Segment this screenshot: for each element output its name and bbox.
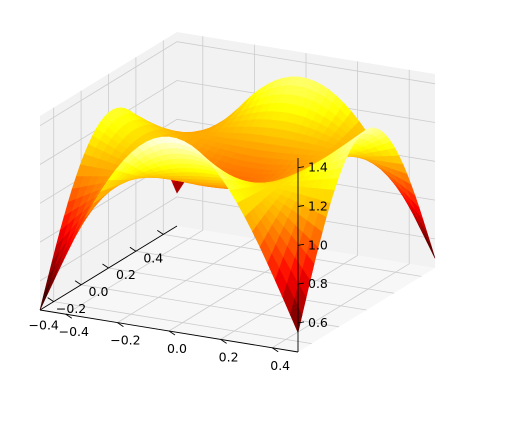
- grid-line-y: [65, 229, 204, 315]
- z-tick: [297, 166, 305, 169]
- z-tick: [297, 243, 305, 246]
- grid-line-y: [117, 238, 255, 323]
- y-tick: [271, 347, 279, 353]
- grid-line-z: [39, 80, 436, 165]
- grid-line-z: [39, 41, 436, 127]
- y-tick-label: 0.4: [270, 358, 290, 373]
- z-tick-label: 0.6: [308, 315, 328, 330]
- grid-line-z: [39, 196, 436, 282]
- y-tick: [220, 339, 227, 344]
- x-tick-label: −0.2: [56, 301, 86, 316]
- y-tick-label: −0.4: [59, 324, 89, 339]
- y-tick: [117, 322, 124, 327]
- z-tick-label: 1.0: [308, 237, 328, 252]
- x-tick-label: −0.4: [29, 318, 59, 333]
- x-tick: [47, 297, 54, 302]
- x-tick: [157, 230, 164, 235]
- tick-labels: 0.40.20.0−0.2−0.4 −0.4−0.20.00.20.40.60.8…: [29, 160, 328, 373]
- y-tick: [65, 313, 73, 319]
- z-tick: [297, 205, 305, 207]
- y-tick: [168, 330, 176, 336]
- z-tick-label: 1.2: [308, 199, 328, 214]
- y-tick-label: −0.2: [110, 333, 140, 348]
- x-tick: [102, 263, 109, 269]
- z-tick-label: 0.8: [308, 276, 328, 291]
- surface-patch: [290, 298, 303, 334]
- x-tick-label: 0.0: [89, 284, 109, 299]
- x-tick: [129, 246, 137, 252]
- x-tick-label: 0.2: [116, 267, 136, 282]
- x-tick-label: 0.4: [143, 250, 163, 265]
- surface-plot: [39, 76, 436, 334]
- z-tick: [297, 321, 305, 324]
- z-tick-label: 1.4: [308, 160, 328, 175]
- y-tick-label: 0.2: [219, 349, 239, 364]
- x-tick: [74, 280, 82, 286]
- y-tick-label: 0.0: [167, 341, 187, 356]
- grid-line-y: [271, 263, 410, 349]
- z-tick: [297, 282, 305, 285]
